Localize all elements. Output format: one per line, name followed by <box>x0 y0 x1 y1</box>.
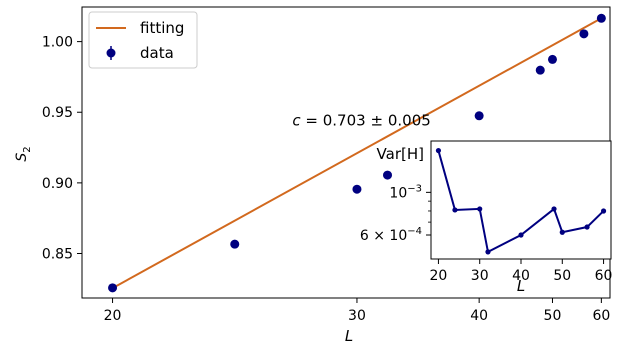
inset-plot: 20 30 40 50 60 10−3 6 × 10−4 Var[H] L <box>360 140 613 295</box>
main-x-tick-label-0: 20 <box>104 308 122 324</box>
data-point-7 <box>579 29 589 39</box>
legend: fitting data <box>88 11 198 69</box>
data-point-4 <box>474 111 484 121</box>
inset-point-0 <box>435 147 442 154</box>
inset-x-tick-label-3: 50 <box>553 268 571 284</box>
main-plot: 20 30 40 50 60 0.85 0.90 0.95 1.00 S2 L c = 0.7… <box>14 6 611 345</box>
data-point-3 <box>383 170 393 180</box>
inset-x-tick-label-1: 30 <box>471 268 489 284</box>
inset-x-tick-label-4: 60 <box>595 268 613 284</box>
data-point-5 <box>535 65 545 75</box>
fitting-line <box>112 17 602 289</box>
main-x-axis-label: L <box>345 327 353 345</box>
inset-point-4 <box>518 232 524 238</box>
data-point-8 <box>596 13 606 23</box>
main-x-tick-label-1: 30 <box>348 308 366 324</box>
inset-background <box>431 141 611 259</box>
inset-point-2 <box>477 206 483 212</box>
legend-data-marker <box>106 48 116 58</box>
fit-annotation: c = 0.703 ± 0.005 <box>292 112 430 130</box>
inset-x-tick-label-2: 40 <box>512 268 530 284</box>
inset-point-7 <box>584 224 590 230</box>
inset-point-8 <box>600 208 607 214</box>
main-x-tick-label-3: 50 <box>544 308 562 324</box>
main-x-tick-label-4: 60 <box>592 308 610 324</box>
data-point-1 <box>230 239 240 249</box>
main-x-axis: 20 30 40 50 60 <box>104 298 610 324</box>
inset-point-5 <box>551 206 557 212</box>
inset-x-tick-label-0: 20 <box>430 268 448 284</box>
main-y-axis: 0.85 0.90 0.95 1.00 <box>42 35 82 263</box>
inset-x-axis: 20 30 40 50 60 <box>430 259 613 284</box>
data-point-0 <box>108 283 118 293</box>
inset-point-1 <box>452 207 458 213</box>
inset-x-axis-label: L <box>517 277 525 295</box>
inset-point-3 <box>485 249 491 255</box>
main-y-tick-label-3: 1.00 <box>42 35 73 51</box>
main-y-tick-label-1: 0.90 <box>42 176 73 192</box>
inset-y-axis-label: Var[H] <box>377 145 424 163</box>
legend-box <box>88 11 198 69</box>
legend-data-label: data <box>140 44 174 62</box>
legend-fitting-label: fitting <box>140 19 184 37</box>
main-x-tick-label-2: 40 <box>470 308 488 324</box>
main-y-axis-label: S2 <box>14 146 33 161</box>
main-y-tick-label-0: 0.85 <box>42 247 73 263</box>
data-point-6 <box>547 54 557 64</box>
inset-series <box>435 147 607 255</box>
main-y-tick-label-2: 0.95 <box>42 105 73 121</box>
inset-point-6 <box>559 229 565 235</box>
inset-y-axis: 10−3 6 × 10−4 <box>360 183 431 244</box>
inset-y-tick-label-1: 6 × 10−4 <box>360 226 422 244</box>
main-series <box>108 13 606 293</box>
inset-y-tick-label-0: 10−3 <box>389 183 422 201</box>
data-point-2 <box>352 184 362 194</box>
